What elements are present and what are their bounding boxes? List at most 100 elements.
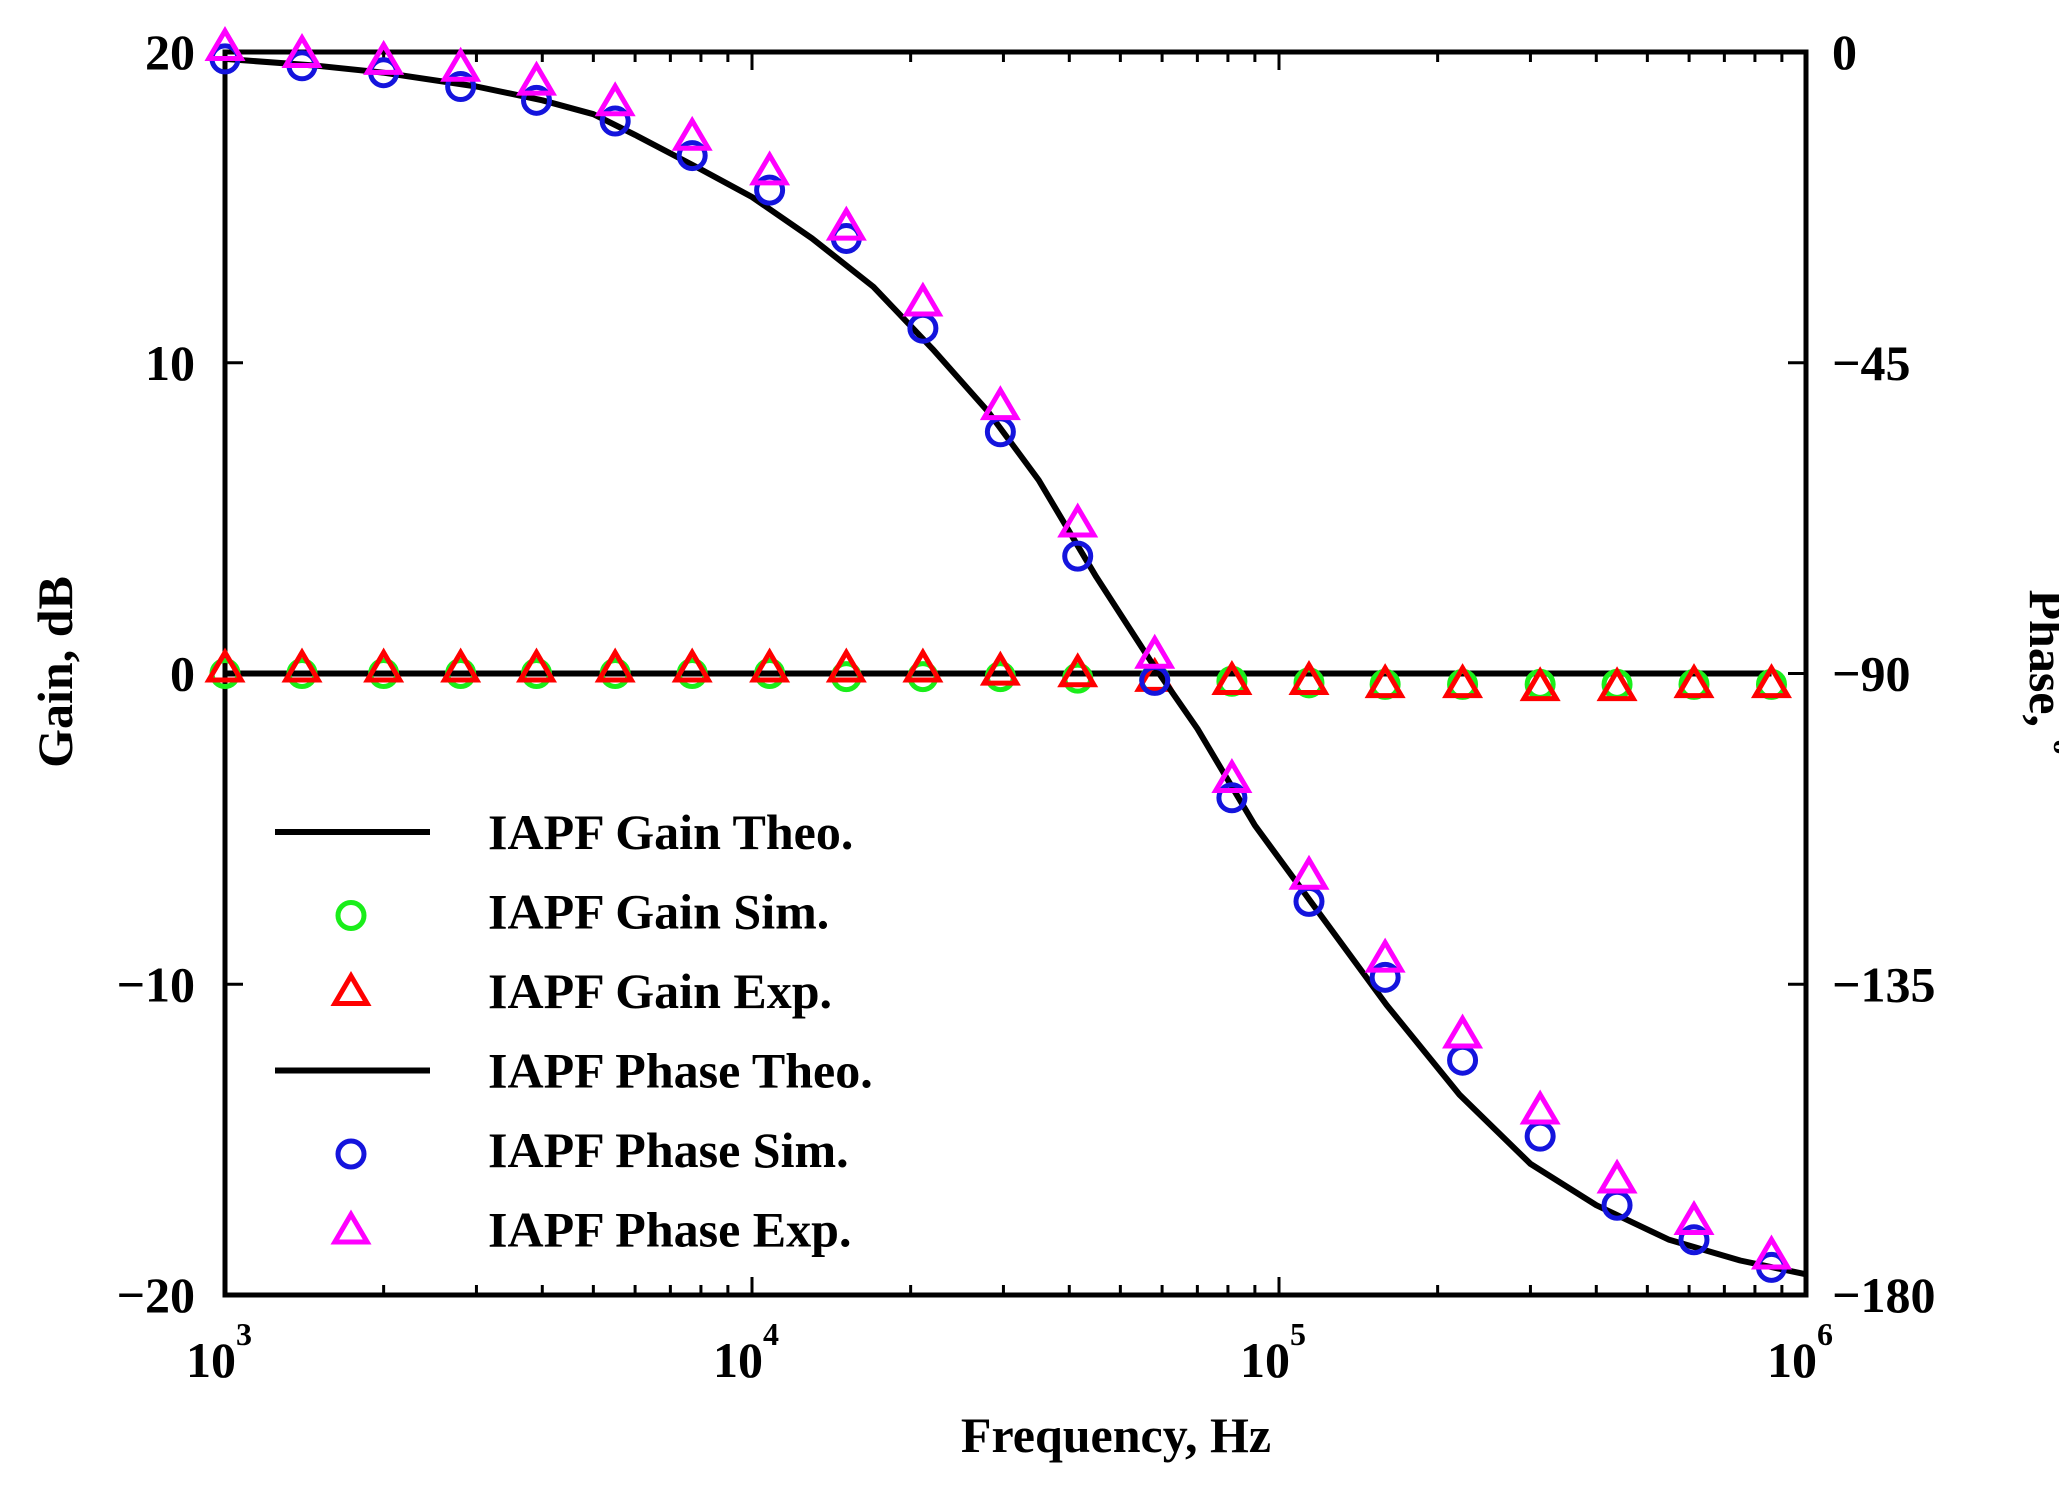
data-point [363, 39, 405, 75]
legend-item: IAPF Gain Exp. [330, 963, 832, 1019]
y-tick-label: 20 [145, 24, 195, 80]
data-point [979, 385, 1021, 421]
data-point [1134, 633, 1176, 669]
x-tick-base: 10 [186, 1332, 236, 1388]
y2-axis-title: Phase, o [2019, 590, 2059, 755]
x-tick-base: 10 [1240, 1332, 1290, 1388]
tick-marks [225, 52, 1806, 1295]
legend-item: IAPF Gain Sim. [335, 884, 829, 940]
data-point [1442, 663, 1484, 699]
x-tick-exponent: 3 [236, 1316, 252, 1352]
data-point [445, 71, 477, 103]
data-point [1524, 1120, 1556, 1152]
legend-label: IAPF Gain Theo. [488, 804, 853, 860]
y-tick-label: 0 [170, 646, 195, 702]
data-point [515, 647, 558, 683]
legend-label: IAPF Phase Sim. [488, 1122, 849, 1178]
data-point [754, 174, 786, 206]
data-point [599, 105, 631, 137]
legend-swatch-triangle [330, 971, 372, 1007]
x-tick-exponent: 6 [1817, 1316, 1833, 1352]
x-tick-exponent: 4 [763, 1316, 779, 1352]
data-point [1211, 659, 1253, 695]
data-point [1596, 666, 1638, 702]
x-tick-base: 10 [713, 1332, 763, 1388]
legend-item: IAPF Phase Exp. [330, 1202, 851, 1258]
x-tick-label: 106 [1767, 1316, 1833, 1388]
data-point [1057, 652, 1099, 688]
data-point [1442, 1013, 1484, 1049]
legend-label: IAPF Phase Exp. [488, 1202, 851, 1258]
data-point [979, 650, 1021, 686]
data-point [594, 647, 636, 683]
legend: IAPF Gain Theo. IAPF Gain Sim. IAPF Gain E… [275, 804, 873, 1258]
data-point [1673, 663, 1715, 699]
legend-label: IAPF Phase Theo. [488, 1043, 873, 1099]
data-point [1519, 1089, 1561, 1125]
y-tick-label: −20 [117, 1267, 196, 1323]
x-tick-label: 104 [713, 1316, 779, 1388]
data-point [1750, 663, 1792, 699]
data-point [1673, 1199, 1715, 1235]
data-point [515, 60, 558, 96]
data-point [1211, 758, 1253, 794]
legend-swatch-circle [335, 1138, 367, 1170]
data-point [204, 647, 246, 683]
legend-item: IAPF Gain Theo. [275, 804, 853, 860]
data-point [1369, 961, 1401, 993]
data-point [825, 647, 867, 683]
data-point [1364, 663, 1406, 699]
legend-swatch-circle [335, 900, 367, 931]
series-line [224, 55, 1807, 1278]
data-point [363, 647, 405, 683]
data-point [1447, 1044, 1479, 1076]
data-point [1678, 1224, 1710, 1256]
x-tick-exponent: 5 [1290, 1316, 1306, 1352]
data-point [520, 84, 552, 116]
legend-item: IAPF Phase Sim. [335, 1122, 849, 1178]
legend-label: IAPF Gain Sim. [488, 884, 829, 940]
data-point [1288, 854, 1330, 890]
data-point [594, 81, 636, 117]
data-point [440, 46, 482, 82]
y2-tick-label: −180 [1832, 1267, 1936, 1323]
data-point [671, 647, 713, 683]
y-axis-title: Gain, dB [27, 576, 83, 768]
y2-tick-label: 0 [1832, 24, 1857, 80]
data-point [749, 150, 791, 186]
data-point [440, 647, 482, 683]
series-5 [204, 26, 1792, 1270]
data-point [1288, 659, 1330, 695]
legend-swatch-triangle [330, 1209, 372, 1245]
data-point [1062, 540, 1094, 572]
data-point [749, 647, 791, 683]
data-point [902, 647, 944, 683]
data-point [281, 647, 323, 683]
y2-axis-unit: o [2047, 740, 2059, 755]
series-layer [204, 26, 1807, 1283]
data-point [671, 115, 713, 151]
y2-tick-label: −135 [1832, 956, 1936, 1012]
y-tick-label: 10 [145, 335, 195, 391]
data-point [1519, 666, 1561, 702]
data-point [676, 140, 708, 172]
y2-tick-label: −45 [1832, 335, 1911, 391]
x-axis-title: Frequency, Hz [961, 1407, 1271, 1463]
data-point [825, 205, 867, 241]
x-tick-base: 10 [1767, 1332, 1817, 1388]
data-point [1216, 782, 1248, 814]
data-point [1750, 1234, 1792, 1270]
data-point [204, 26, 246, 62]
data-point [1057, 502, 1099, 538]
x-tick-label: 103 [186, 1316, 252, 1388]
y2-axis-title-text: Phase, [2019, 590, 2059, 740]
y2-tick-label: −90 [1832, 646, 1911, 702]
legend-item: IAPF Phase Theo. [275, 1043, 873, 1099]
legend-label: IAPF Gain Exp. [488, 963, 832, 1019]
data-point [902, 281, 944, 317]
y-tick-label: −10 [117, 956, 196, 1012]
data-point [1596, 1158, 1638, 1194]
series-3 [224, 55, 1807, 1278]
